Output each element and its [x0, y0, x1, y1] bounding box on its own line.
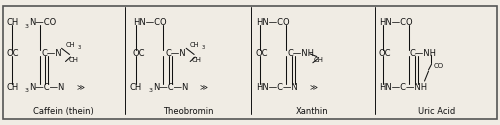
Text: C—N: C—N — [165, 49, 186, 58]
Text: Theobromin: Theobromin — [163, 108, 214, 116]
Text: OC: OC — [133, 49, 145, 58]
Text: Caffein (thein): Caffein (thein) — [34, 108, 94, 116]
Text: 3: 3 — [24, 24, 28, 28]
Text: HN—CO: HN—CO — [133, 18, 166, 28]
Text: CH: CH — [314, 57, 324, 63]
Text: 3: 3 — [24, 88, 28, 93]
Text: CH: CH — [192, 57, 202, 63]
Text: 3: 3 — [78, 45, 81, 50]
Text: Uric Acid: Uric Acid — [418, 108, 456, 116]
Text: ≫: ≫ — [199, 83, 207, 92]
Text: ≫: ≫ — [310, 83, 318, 92]
Text: CH: CH — [68, 57, 78, 63]
Text: ≫: ≫ — [76, 83, 84, 92]
Text: CO: CO — [434, 63, 444, 69]
Text: OC: OC — [256, 49, 268, 58]
Text: CH: CH — [6, 83, 19, 92]
Text: Xanthin: Xanthin — [296, 108, 328, 116]
Text: 3: 3 — [148, 88, 152, 93]
Text: CH: CH — [130, 83, 141, 92]
Text: C—NH: C—NH — [288, 49, 314, 58]
Text: C—N: C—N — [42, 49, 62, 58]
Text: OC: OC — [378, 49, 391, 58]
Text: CH: CH — [189, 42, 198, 48]
Text: OC: OC — [6, 49, 19, 58]
Text: CH: CH — [6, 18, 19, 28]
Text: CH: CH — [66, 42, 75, 48]
Text: 3: 3 — [201, 45, 204, 50]
Text: HN—CO: HN—CO — [378, 18, 412, 28]
Text: HN—C—NH: HN—C—NH — [378, 83, 427, 92]
Text: C—NH: C—NH — [410, 49, 436, 58]
Text: N—CO: N—CO — [30, 18, 57, 28]
Text: HN—CO: HN—CO — [256, 18, 290, 28]
Text: N—C—N: N—C—N — [30, 83, 65, 92]
Text: N—C—N: N—C—N — [154, 83, 188, 92]
Text: HN—C—N: HN—C—N — [256, 83, 298, 92]
